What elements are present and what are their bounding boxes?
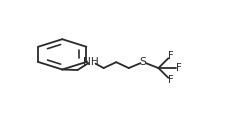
Text: NH: NH [83, 57, 98, 67]
Text: S: S [139, 57, 146, 67]
Text: F: F [167, 75, 173, 85]
Text: F: F [175, 63, 181, 73]
Text: F: F [167, 51, 173, 61]
